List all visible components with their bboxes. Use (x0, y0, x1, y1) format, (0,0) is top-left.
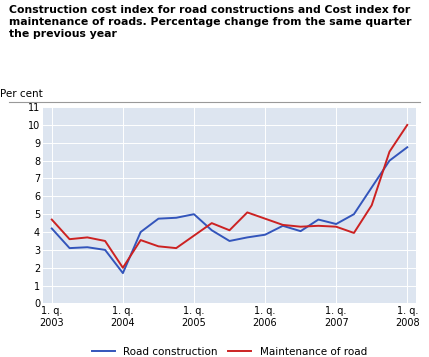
Legend: Road construction, Maintenance of road: Road construction, Maintenance of road (92, 347, 367, 357)
Road construction (351, 212, 356, 216)
Road construction (138, 230, 143, 234)
Maintenance of road (334, 225, 339, 229)
Road construction (245, 235, 250, 240)
Road construction (263, 233, 268, 237)
Maintenance of road (138, 238, 143, 242)
Line: Road construction: Road construction (52, 147, 407, 273)
Text: Construction cost index for road constructions and Cost index for
maintenance of: Construction cost index for road constru… (9, 5, 411, 39)
Maintenance of road (209, 221, 214, 225)
Road construction (227, 239, 232, 243)
Maintenance of road (245, 210, 250, 215)
Maintenance of road (156, 244, 161, 248)
Maintenance of road (316, 223, 321, 228)
Maintenance of road (49, 217, 54, 222)
Road construction (120, 271, 125, 275)
Maintenance of road (67, 237, 72, 241)
Maintenance of road (369, 203, 374, 207)
Maintenance of road (85, 235, 90, 240)
Road construction (334, 222, 339, 226)
Maintenance of road (280, 223, 285, 227)
Road construction (67, 246, 72, 250)
Road construction (103, 248, 108, 252)
Maintenance of road (191, 233, 196, 238)
Maintenance of road (405, 123, 410, 127)
Maintenance of road (227, 228, 232, 232)
Road construction (156, 216, 161, 221)
Road construction (49, 226, 54, 231)
Road construction (174, 216, 179, 220)
Text: Per cent: Per cent (0, 89, 43, 99)
Maintenance of road (120, 266, 125, 270)
Maintenance of road (351, 231, 356, 235)
Road construction (280, 223, 285, 228)
Road construction (405, 145, 410, 149)
Road construction (369, 185, 374, 190)
Road construction (191, 212, 196, 216)
Maintenance of road (263, 216, 268, 221)
Road construction (209, 228, 214, 232)
Line: Maintenance of road: Maintenance of road (52, 125, 407, 268)
Road construction (387, 159, 392, 163)
Maintenance of road (174, 246, 179, 250)
Maintenance of road (103, 239, 108, 243)
Maintenance of road (298, 225, 303, 229)
Maintenance of road (387, 150, 392, 154)
Road construction (85, 245, 90, 249)
Road construction (316, 217, 321, 222)
Road construction (298, 229, 303, 233)
